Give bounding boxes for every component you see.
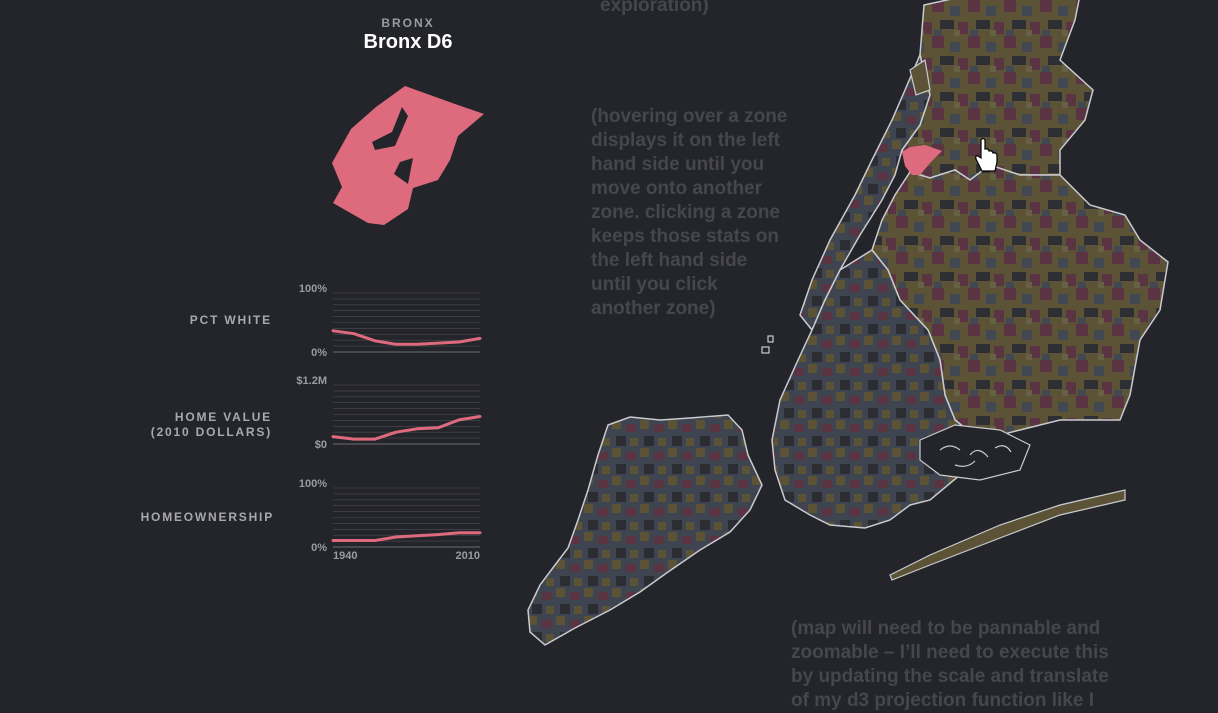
x-axis-start-label: 1940: [333, 550, 357, 562]
island: [767, 335, 774, 343]
x-axis-end-label: 2010: [456, 550, 480, 562]
nyc-map[interactable]: [500, 0, 1218, 705]
series-line: [331, 329, 482, 346]
y-axis-min-label: 0%: [311, 542, 327, 554]
series-line: [331, 531, 482, 542]
rockaway-peninsula[interactable]: [889, 489, 1126, 581]
jamaica-bay: [919, 424, 1031, 481]
island: [761, 346, 770, 354]
metric-label-home-value: HOME VALUE (2010 DOLLARS): [150, 410, 272, 439]
y-axis-min-label: $0: [315, 439, 327, 451]
small-multiples-charts: 100% 0% $1.2M $0 100% 0% 1940 2010: [296, 283, 482, 562]
metric-label-pct-white: PCT WHITE: [189, 313, 272, 327]
borough-staten-island[interactable]: [527, 414, 763, 646]
pct-white-chart: 100% 0%: [299, 283, 482, 359]
y-axis-min-label: 0%: [311, 347, 327, 359]
hand-pointer-icon: [975, 137, 998, 172]
y-axis-max-label: $1.2M: [296, 375, 327, 387]
borough-name: BRONX: [381, 16, 435, 30]
annotation-top: exploration): [600, 0, 709, 16]
y-axis-max-label: 100%: [299, 478, 327, 490]
homeownership-chart: 100% 0%: [299, 478, 482, 554]
district-title: Bronx D6: [363, 31, 453, 53]
island: [909, 58, 931, 96]
y-axis-max-label: 100%: [299, 283, 327, 295]
selected-district-bronx-d6[interactable]: [902, 145, 942, 175]
metric-label-homeownership: HOMEOWNERSHIP: [140, 510, 274, 524]
home-value-chart: $1.2M $0: [296, 375, 482, 451]
annotation-hover: (hovering over a zone displays it on the…: [591, 106, 788, 319]
district-shape: [332, 86, 484, 225]
series-line: [331, 415, 482, 441]
